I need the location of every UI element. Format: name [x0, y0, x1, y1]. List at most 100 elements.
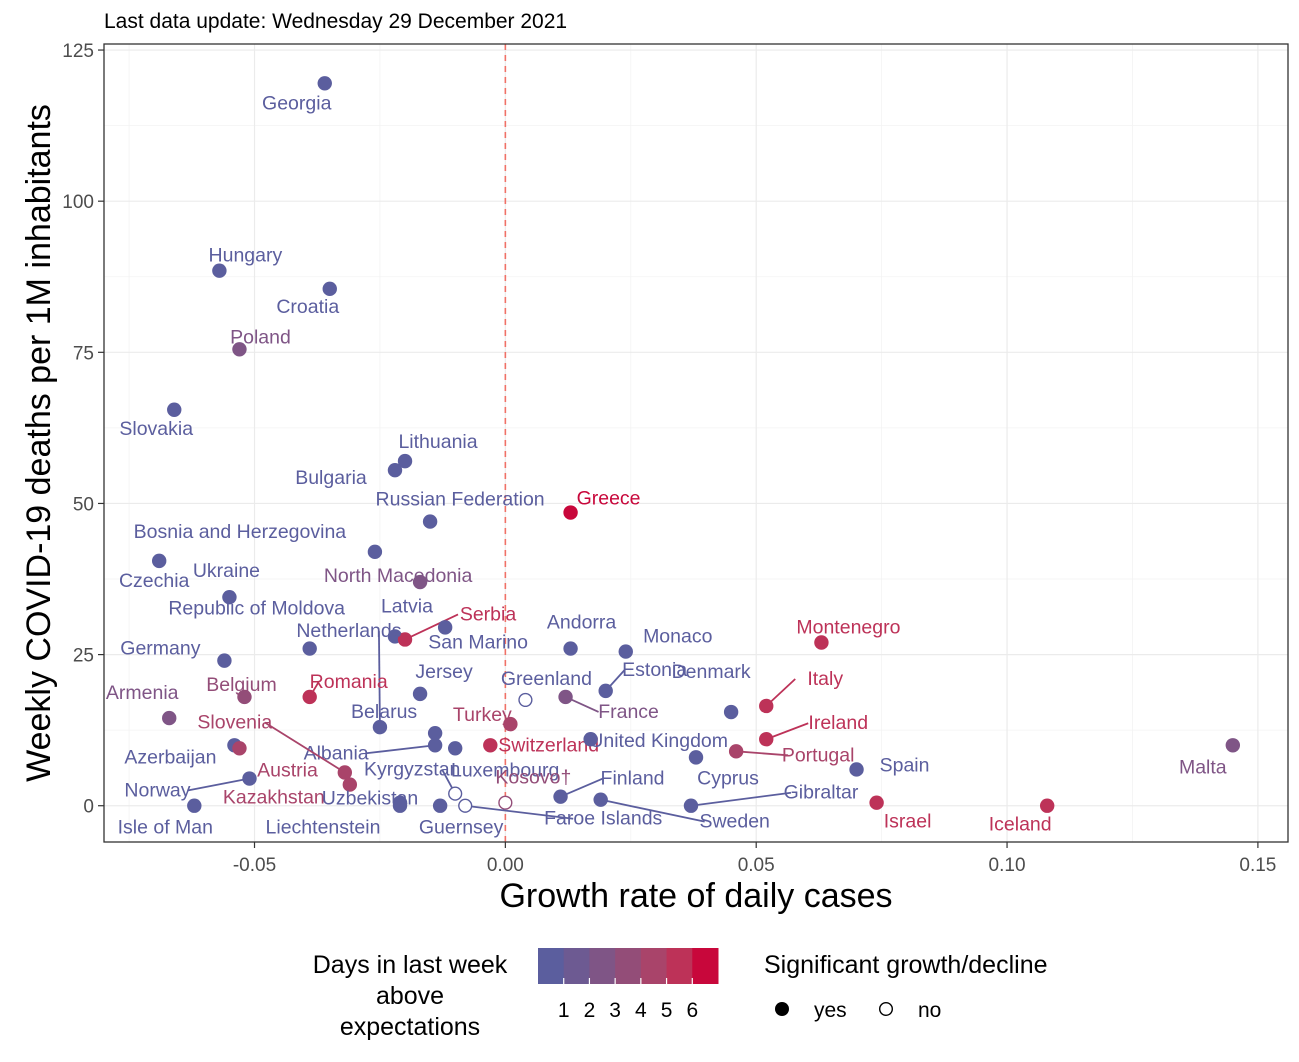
point-finland — [553, 789, 568, 804]
point-slovenia — [337, 765, 353, 780]
point-united-kingdom — [583, 732, 598, 747]
leader-line-faroe-islands — [465, 804, 574, 820]
label-greece: Greece — [577, 488, 641, 510]
point-cyprus — [688, 750, 704, 765]
point-hungary — [212, 263, 227, 278]
point-lithuania — [397, 453, 413, 469]
point-poland — [232, 342, 247, 357]
label-poland: Poland — [230, 326, 291, 348]
point-north-macedonia — [412, 574, 428, 590]
y-tick-label: 75 — [73, 343, 94, 364]
label-czechia: Czechia — [119, 570, 190, 592]
point-san-marino — [437, 620, 453, 635]
label-iceland: Iceland — [989, 814, 1052, 836]
label-san-marino: San Marino — [428, 631, 528, 653]
x-tick-label: -0.05 — [233, 855, 276, 876]
point-kazakhstan — [342, 777, 358, 792]
point-luxembourg — [447, 741, 463, 756]
point-ireland — [759, 732, 774, 747]
point-denmark — [723, 704, 739, 720]
point-switzerland — [483, 738, 498, 753]
label-north-macedonia: North Macedonia — [324, 565, 473, 587]
label-norway: Norway — [124, 780, 190, 802]
label-italy: Italy — [807, 668, 843, 690]
x-tick-label: 0.00 — [487, 855, 524, 876]
point-malta — [1225, 738, 1241, 753]
leader-line-slovenia — [264, 721, 346, 774]
color-bar-tick-label: 2 — [584, 999, 596, 1022]
shape-legend-label: no — [918, 999, 941, 1022]
label-faroe-islands: Faroe Islands — [544, 808, 662, 830]
y-axis-title: Weekly COVID-19 deaths per 1M inhabitant… — [20, 104, 58, 782]
color-bar-tick-label: 1 — [558, 999, 570, 1022]
point-isle-of-man — [187, 798, 202, 813]
label-armenia: Armenia — [106, 682, 179, 704]
leader-line-norway — [187, 777, 250, 792]
shape-legend-label: yes — [814, 999, 847, 1022]
color-bar-segment — [589, 948, 616, 984]
label-liechtenstein: Liechtenstein — [266, 817, 381, 839]
color-bar-segment — [692, 948, 719, 984]
point-russian-federation — [422, 514, 438, 529]
label-malta: Malta — [1179, 756, 1227, 778]
point-slovakia — [167, 402, 182, 417]
label-romania: Romania — [310, 671, 388, 693]
point-belgium — [237, 689, 252, 705]
leader-line-finland — [560, 777, 603, 798]
point-iceland — [1039, 798, 1055, 813]
point-romania — [302, 689, 317, 705]
leader-line-portugal — [736, 750, 789, 757]
label-albania: Albania — [304, 742, 369, 764]
label-ireland: Ireland — [808, 712, 868, 734]
point-albania — [427, 738, 443, 753]
y-tick-label: 125 — [62, 41, 94, 62]
point-monaco — [618, 644, 633, 659]
point-kyrgyzstan — [448, 786, 463, 801]
color-bar-segment — [640, 948, 668, 984]
label-finland: Finland — [601, 768, 665, 790]
point-serbia — [397, 632, 413, 647]
shape-legend-title: Significant growth/decline — [764, 951, 1048, 979]
label-georgia: Georgia — [262, 92, 332, 114]
point-greece — [563, 505, 578, 520]
point-kosovo — [498, 795, 513, 810]
label-kazakhstan: Kazakhstan — [223, 787, 325, 809]
label-spain: Spain — [880, 754, 930, 776]
point-georgia — [317, 76, 332, 91]
leader-line-gibraltar — [690, 791, 792, 807]
color-bar-tick-label: 5 — [661, 999, 673, 1022]
label-bosnia-and-herzegovina: Bosnia and Herzegovina — [134, 521, 347, 543]
update-label: Last data update: Wednesday 29 December … — [104, 10, 567, 33]
legend: Days in last week above expectations 1 2 3 4 5 6… — [313, 948, 1048, 1041]
y-tick-label: 50 — [73, 494, 94, 515]
label-ukraine: Ukraine — [193, 560, 260, 582]
label-estonia: Estonia — [622, 659, 687, 681]
label-russian-federation: Russian Federation — [376, 489, 545, 511]
y-tick-label: 0 — [83, 797, 94, 818]
point-israel — [869, 795, 884, 810]
point-france — [558, 689, 573, 705]
color-bar-tick-label: 6 — [686, 999, 698, 1022]
x-tick-label: 0.15 — [1239, 855, 1276, 876]
label-lithuania: Lithuania — [398, 431, 477, 453]
label-united-kingdom: United Kingdom — [589, 730, 728, 752]
label-slovenia: Slovenia — [197, 711, 272, 733]
point-italy — [759, 698, 774, 714]
point-germany — [217, 653, 232, 668]
legend-filled-circle — [775, 1002, 789, 1016]
label-germany: Germany — [120, 638, 200, 660]
color-legend-title-line: expectations — [340, 1013, 480, 1041]
label-belgium: Belgium — [206, 674, 276, 696]
leader-line-ireland — [765, 722, 809, 741]
point-ukraine — [222, 589, 237, 605]
label-republic-of-moldova: Republic of Moldova — [168, 598, 345, 620]
point-austria — [232, 741, 247, 756]
label-latvia: Latvia — [381, 595, 433, 617]
label-hungary: Hungary — [209, 245, 283, 267]
point-faroe-islands — [458, 798, 473, 813]
label-denmark: Denmark — [672, 661, 751, 683]
color-bar-segment — [538, 948, 565, 984]
label-switzerland: Switzerland — [498, 734, 599, 756]
label-kosovo: Kosovo† — [495, 767, 571, 789]
point-greenland — [518, 692, 533, 708]
